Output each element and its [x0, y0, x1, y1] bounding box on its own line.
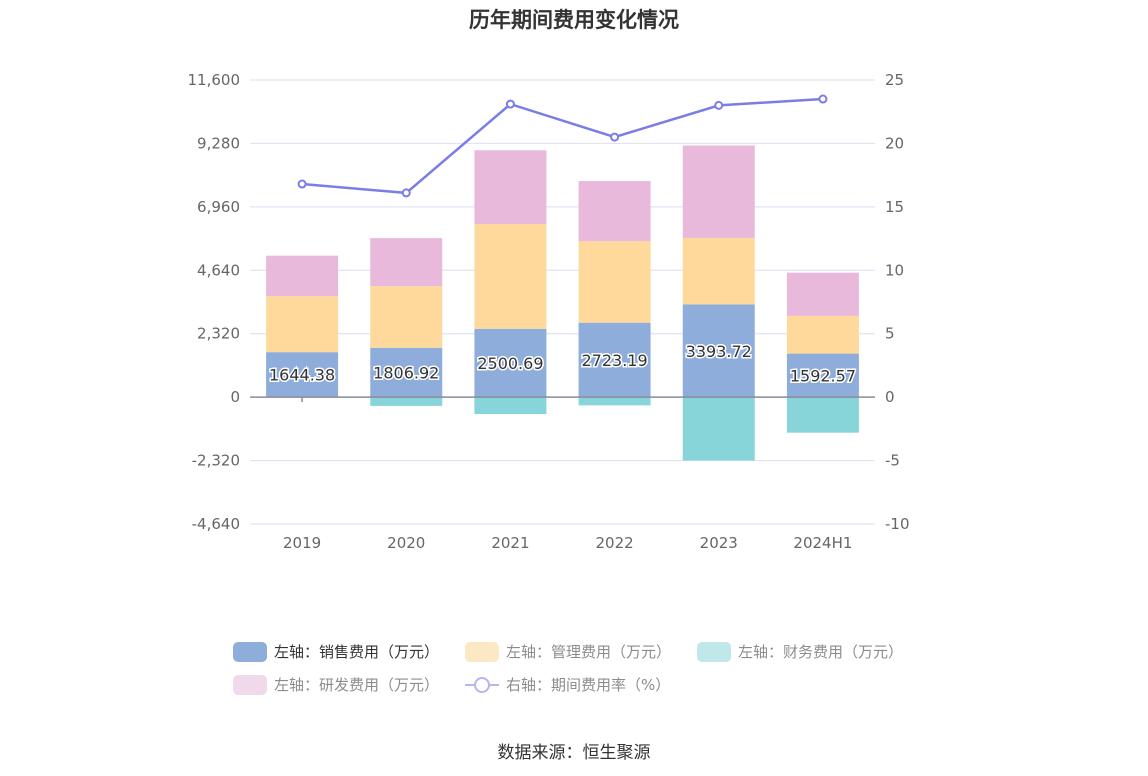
right-tick-label: 25 [885, 71, 904, 89]
legend-label-finance: 左轴：财务费用（万元） [738, 643, 904, 661]
bar-segment [682, 304, 755, 398]
bar-segment-negative [578, 397, 651, 406]
right-tick-label: 5 [885, 325, 895, 343]
bar-segment [266, 352, 339, 398]
rate-point [610, 132, 620, 142]
data-label: 2723.19 [581, 351, 647, 370]
bar-segment [786, 353, 859, 398]
legend-item-sales[interactable]: 左轴：销售费用（万元） [233, 641, 439, 662]
zero-baseline [250, 396, 875, 403]
legend-item-rnd[interactable]: 左轴：研发费用（万元） [233, 674, 439, 695]
bar-segment [578, 181, 651, 242]
legend-swatch-rnd [233, 674, 267, 695]
legend-label-admin: 左轴：管理费用（万元） [506, 643, 672, 661]
rate-point [818, 94, 828, 104]
data-labels: 1644.38 1806.92 2500.69 2723.19 3393.72 1592.… [267, 340, 857, 387]
data-label: 1592.57 [790, 366, 856, 385]
left-tick-label: 4,640 [197, 261, 240, 279]
bar-segment [474, 150, 547, 225]
left-tick-label: 6,960 [197, 198, 240, 216]
legend-label-sales: 左轴：销售费用（万元） [274, 643, 440, 661]
rate-line [297, 94, 828, 198]
rate-point [297, 179, 307, 189]
legend-line-icon [465, 675, 499, 695]
legend-label-rnd: 左轴：研发费用（万元） [274, 676, 440, 694]
left-tick-label: 2,320 [197, 325, 240, 343]
right-tick-label: 15 [885, 198, 904, 216]
bar-segment-negative [370, 397, 443, 406]
right-axis: 25 20 15 10 5 0 -5 -10 [885, 71, 910, 533]
bar-segment [474, 328, 547, 398]
data-label: 2500.69 [477, 354, 543, 373]
left-tick-label: -4,640 [192, 515, 240, 533]
legend-swatch-sales [233, 641, 267, 662]
bars [266, 145, 859, 461]
chart-title: 历年期间费用变化情况 [469, 8, 679, 32]
bar-segment [578, 322, 651, 398]
data-label: 3393.72 [686, 342, 752, 361]
left-axis: 11,600 9,280 6,960 4,640 2,320 0 -2,320 -4,640 [188, 71, 241, 533]
bar-segment [266, 255, 339, 297]
right-tick-label: 20 [885, 134, 904, 152]
x-tick-label: 2024H1 [793, 534, 852, 552]
rate-point [401, 188, 411, 198]
bar-segment-negative [682, 397, 755, 461]
legend-item-admin[interactable]: 左轴：管理费用（万元） [465, 641, 671, 662]
bar-segment [682, 145, 755, 238]
right-tick-label: 0 [885, 388, 895, 406]
rate-polyline [301, 97, 823, 195]
bar-segment [370, 347, 443, 398]
bar-segment [786, 272, 859, 316]
data-source: 数据来源：恒生聚源 [497, 743, 651, 763]
left-tick-label: -2,320 [192, 452, 240, 470]
data-label: 1806.92 [373, 363, 439, 382]
x-axis: 2019 2020 2021 2022 2023 2024H1 [283, 534, 852, 552]
legend-item-rate[interactable]: 右轴：期间费用率（%） [465, 674, 670, 695]
gridlines [250, 79, 875, 525]
bar-segment [786, 315, 859, 354]
right-tick-label: 10 [885, 261, 904, 279]
bar-segment [682, 237, 755, 305]
right-tick-label: -5 [885, 452, 900, 470]
left-tick-label: 9,280 [197, 134, 240, 152]
data-label: 1644.38 [269, 366, 335, 385]
legend-item-finance[interactable]: 左轴：财务费用（万元） [697, 641, 903, 662]
rate-point [505, 99, 515, 109]
bar-segment [370, 238, 443, 287]
legend-label-rate: 右轴：期间费用率（%） [506, 676, 671, 694]
legend-swatch-admin [465, 641, 499, 662]
x-tick-label: 2019 [283, 534, 321, 552]
bar-segment [266, 296, 339, 353]
bar-segment-negative [786, 397, 859, 433]
rate-point [714, 100, 724, 110]
x-tick-label: 2021 [491, 534, 529, 552]
left-tick-label: 0 [230, 388, 240, 406]
bar-segment [578, 241, 651, 323]
left-tick-label: 11,600 [188, 71, 241, 89]
x-tick-label: 2022 [595, 534, 633, 552]
x-tick-label: 2023 [700, 534, 738, 552]
bar-segment [370, 286, 443, 348]
bar-segment [474, 224, 547, 329]
bar-segment-negative [474, 397, 547, 415]
x-tick-label: 2020 [387, 534, 425, 552]
right-tick-label: -10 [885, 515, 910, 533]
legend-swatch-finance [697, 641, 731, 662]
